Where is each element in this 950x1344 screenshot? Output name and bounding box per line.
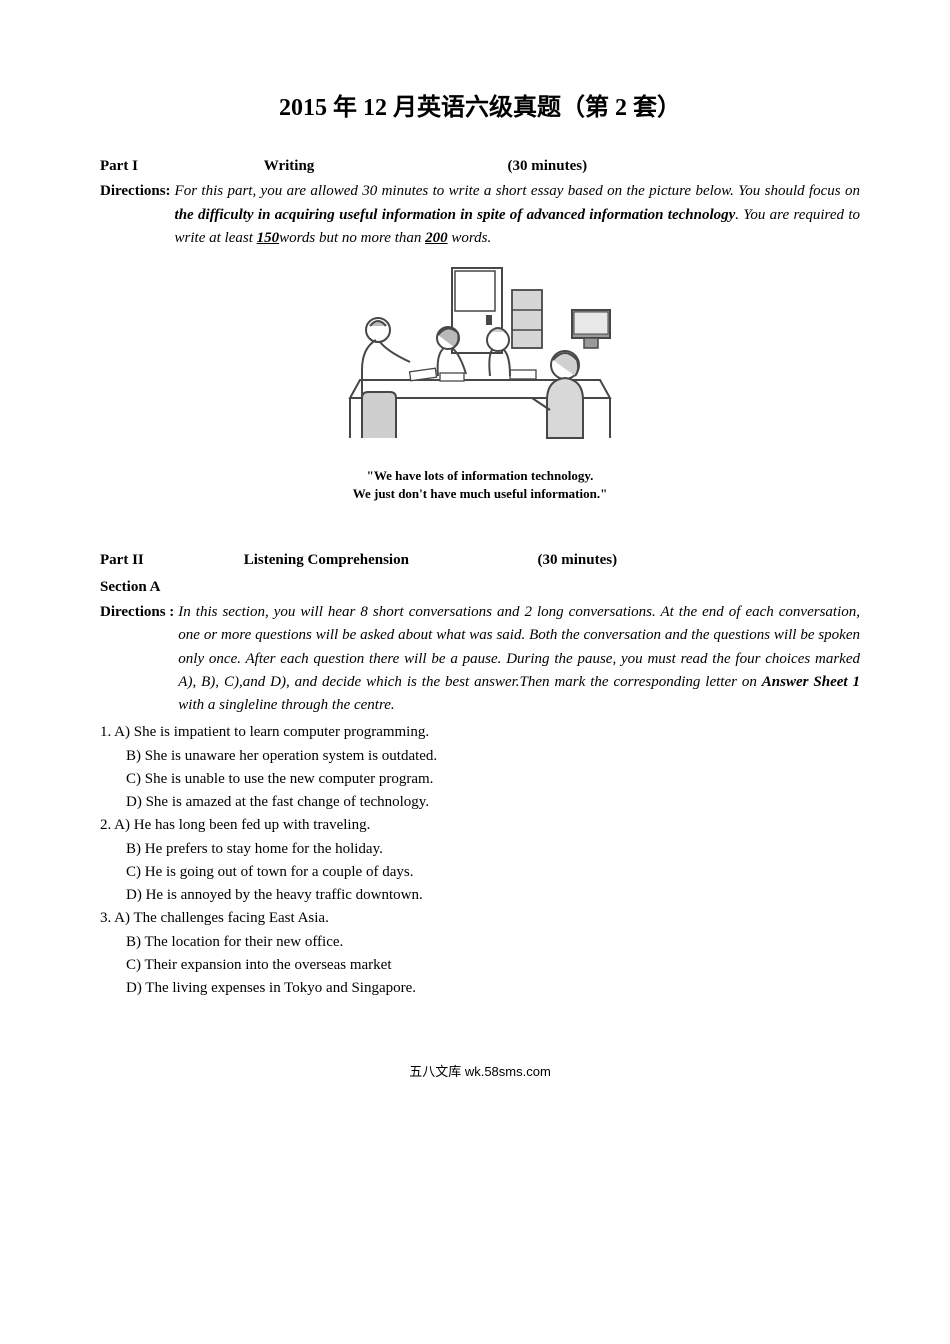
section-a-label: Section A bbox=[100, 576, 860, 599]
directions-label: Directions: bbox=[100, 180, 171, 250]
d2-frag1: In this section, you will hear 8 short c… bbox=[178, 604, 860, 690]
q2-c: C) He is going out of town for a couple … bbox=[100, 861, 860, 884]
d1-bold2: 150 bbox=[257, 230, 280, 246]
q1-d: D) She is amazed at the fast change of t… bbox=[100, 791, 860, 814]
directions-body-2: In this section, you will hear 8 short c… bbox=[174, 601, 860, 717]
directions-label-2: Directions : bbox=[100, 601, 174, 717]
d1-frag1: For this part, you are allowed 30 minute… bbox=[175, 183, 860, 199]
part1-heading: Part I Writing (30 minutes) bbox=[100, 155, 860, 178]
cartoon-image: "We have lots of information technology.… bbox=[100, 260, 860, 502]
part2-time: (30 minutes) bbox=[538, 552, 618, 568]
caption-line1: "We have lots of information technology. bbox=[367, 468, 594, 483]
directions-body: For this part, you are allowed 30 minute… bbox=[171, 180, 860, 250]
q2-a: 2. A) He has long been fed up with trave… bbox=[100, 814, 860, 837]
page-title: 2015 年 12 月英语六级真题（第 2 套） bbox=[100, 90, 860, 127]
page-footer: 五八文库 wk.58sms.com bbox=[100, 1062, 860, 1082]
question-list: 1. A) She is impatient to learn computer… bbox=[100, 721, 860, 1000]
d1-frag4: words. bbox=[448, 230, 492, 246]
part2-heading: Part II Listening Comprehension (30 minu… bbox=[100, 549, 860, 572]
d1-frag3: words but no more than bbox=[279, 230, 425, 246]
q1-b: B) She is unaware her operation system i… bbox=[100, 745, 860, 768]
part1-name: Writing bbox=[264, 155, 504, 178]
q3-d: D) The living expenses in Tokyo and Sing… bbox=[100, 977, 860, 1000]
d2-frag2: with a singleline through the centre. bbox=[178, 697, 394, 713]
part2-directions: Directions : In this section, you will h… bbox=[100, 601, 860, 717]
q1-c: C) She is unable to use the new computer… bbox=[100, 768, 860, 791]
part2-name: Listening Comprehension bbox=[244, 549, 534, 572]
q2-d: D) He is annoyed by the heavy traffic do… bbox=[100, 884, 860, 907]
q2-b: B) He prefers to stay home for the holid… bbox=[100, 838, 860, 861]
q3-c: C) Their expansion into the overseas mar… bbox=[100, 954, 860, 977]
q3-a: 3. A) The challenges facing East Asia. bbox=[100, 907, 860, 930]
office-cartoon-icon bbox=[340, 260, 620, 455]
q1-a: 1. A) She is impatient to learn computer… bbox=[100, 721, 860, 744]
part1-directions: Directions: For this part, you are allow… bbox=[100, 180, 860, 250]
cartoon-caption: "We have lots of information technology.… bbox=[100, 467, 860, 502]
caption-line2: We just don't have much useful informati… bbox=[353, 486, 608, 501]
d1-bold1: the difficulty in acquiring useful infor… bbox=[175, 207, 736, 223]
part1-time: (30 minutes) bbox=[508, 158, 588, 174]
d2-bold1: Answer Sheet 1 bbox=[762, 674, 860, 690]
part2-label: Part II bbox=[100, 549, 240, 572]
d1-bold3: 200 bbox=[425, 230, 448, 246]
q3-b: B) The location for their new office. bbox=[100, 931, 860, 954]
part1-label: Part I bbox=[100, 155, 260, 178]
